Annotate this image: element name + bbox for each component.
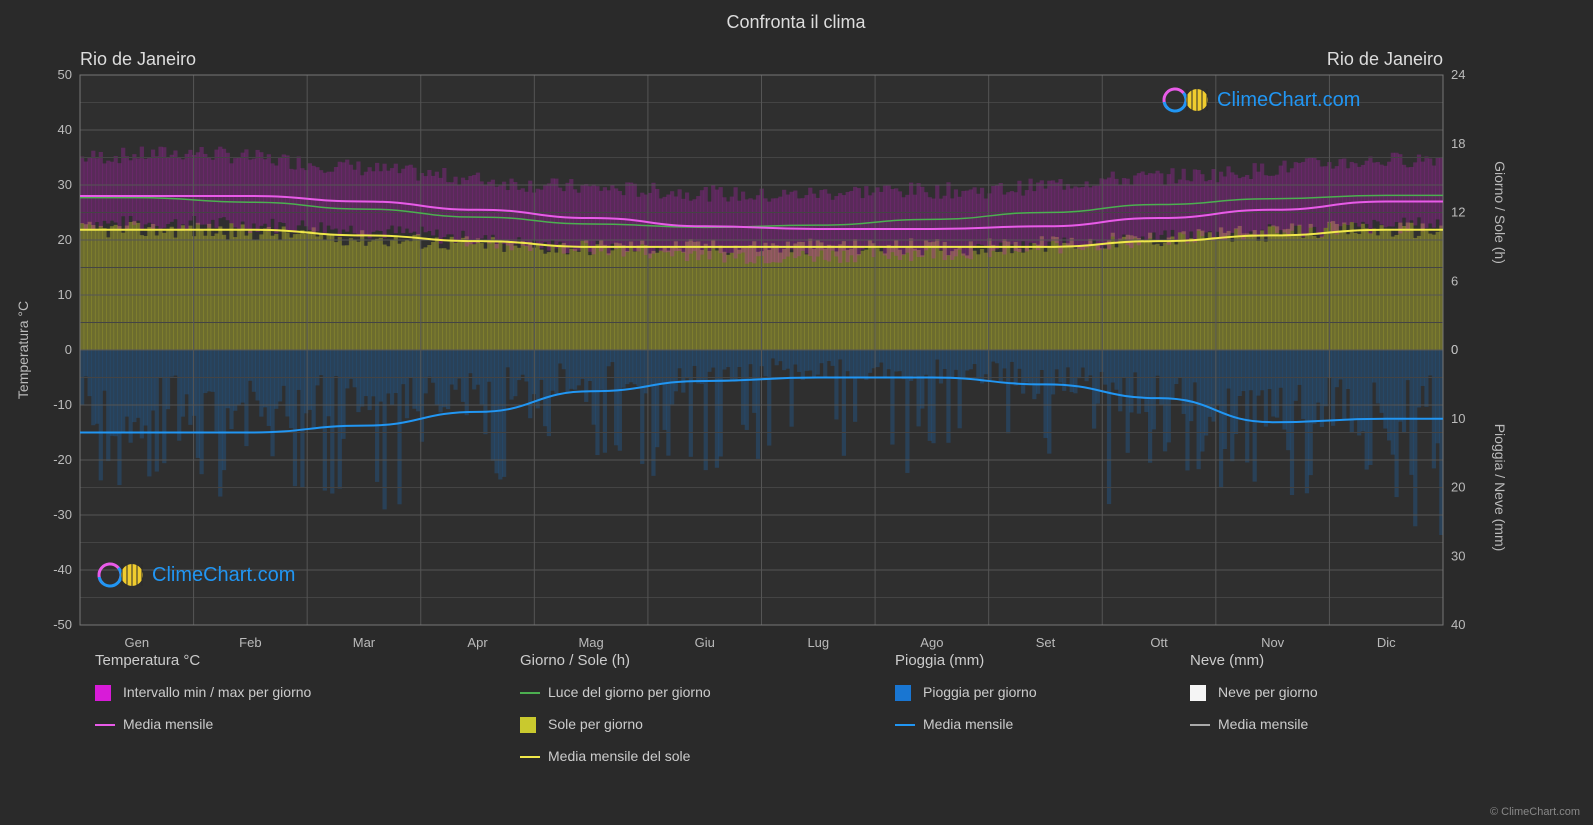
climate-chart: -50 -40 -30 -20 -10 0 10 20 30 40 50 Temperatura °C… (0, 0, 1593, 825)
svg-text:24: 24 (1451, 67, 1465, 82)
svg-text:Set: Set (1036, 635, 1056, 650)
svg-text:Mar: Mar (353, 635, 376, 650)
svg-text:Lug: Lug (807, 635, 829, 650)
legend-label: Media mensile (1218, 716, 1308, 732)
svg-text:50: 50 (58, 67, 72, 82)
svg-text:Mag: Mag (578, 635, 603, 650)
legend-header: Giorno / Sole (h) (520, 652, 630, 669)
svg-text:Giorno / Sole (h): Giorno / Sole (h) (1492, 161, 1508, 264)
svg-text:Gen: Gen (125, 635, 150, 650)
legend-swatch (95, 685, 111, 701)
svg-text:Dic: Dic (1377, 635, 1396, 650)
svg-text:20: 20 (1451, 480, 1465, 495)
legend-label: Media mensile (923, 716, 1013, 732)
copyright: © ClimeChart.com (1490, 806, 1580, 818)
svg-text:40: 40 (1451, 617, 1465, 632)
legend-swatch (1190, 685, 1206, 701)
svg-text:6: 6 (1451, 273, 1458, 288)
svg-text:0: 0 (65, 342, 72, 357)
legend-swatch (520, 717, 536, 733)
svg-text:Giu: Giu (695, 635, 715, 650)
legend-swatch (895, 685, 911, 701)
svg-text:-10: -10 (53, 397, 72, 412)
legend-label: Neve per giorno (1218, 684, 1318, 700)
svg-text:Feb: Feb (239, 635, 261, 650)
city-label-right: Rio de Janeiro (1327, 49, 1443, 69)
svg-text:ClimeChart.com: ClimeChart.com (152, 564, 295, 586)
svg-text:Ago: Ago (920, 635, 943, 650)
svg-text:40: 40 (58, 122, 72, 137)
legend-label: Luce del giorno per giorno (548, 684, 711, 700)
chart-title: Confronta il clima (726, 12, 866, 32)
legend-header: Neve (mm) (1190, 652, 1264, 669)
legend-label: Sole per giorno (548, 716, 643, 732)
svg-text:10: 10 (58, 287, 72, 302)
svg-text:Pioggia / Neve (mm): Pioggia / Neve (mm) (1492, 424, 1508, 552)
chart-svg: -50 -40 -30 -20 -10 0 10 20 30 40 50 Temperatura °C… (0, 0, 1593, 825)
svg-text:-20: -20 (53, 452, 72, 467)
legend-label: Intervallo min / max per giorno (123, 684, 312, 700)
svg-text:Ott: Ott (1150, 635, 1168, 650)
svg-text:30: 30 (58, 177, 72, 192)
legend-label: Media mensile del sole (548, 748, 691, 764)
svg-text:0: 0 (1451, 342, 1458, 357)
city-label-left: Rio de Janeiro (80, 49, 196, 69)
svg-text:30: 30 (1451, 548, 1465, 563)
svg-text:20: 20 (58, 232, 72, 247)
svg-text:18: 18 (1451, 136, 1465, 151)
svg-text:10: 10 (1451, 411, 1465, 426)
legend-header: Pioggia (mm) (895, 652, 984, 669)
legend-header: Temperatura °C (95, 652, 200, 669)
svg-text:-30: -30 (53, 507, 72, 522)
svg-text:12: 12 (1451, 205, 1465, 220)
svg-text:ClimeChart.com: ClimeChart.com (1217, 89, 1360, 111)
svg-text:-50: -50 (53, 617, 72, 632)
legend-label: Media mensile (123, 716, 213, 732)
svg-text:Apr: Apr (467, 635, 488, 650)
svg-text:-40: -40 (53, 562, 72, 577)
svg-text:Temperatura °C: Temperatura °C (15, 301, 31, 399)
svg-text:Nov: Nov (1261, 635, 1285, 650)
legend-label: Pioggia per giorno (923, 684, 1037, 700)
